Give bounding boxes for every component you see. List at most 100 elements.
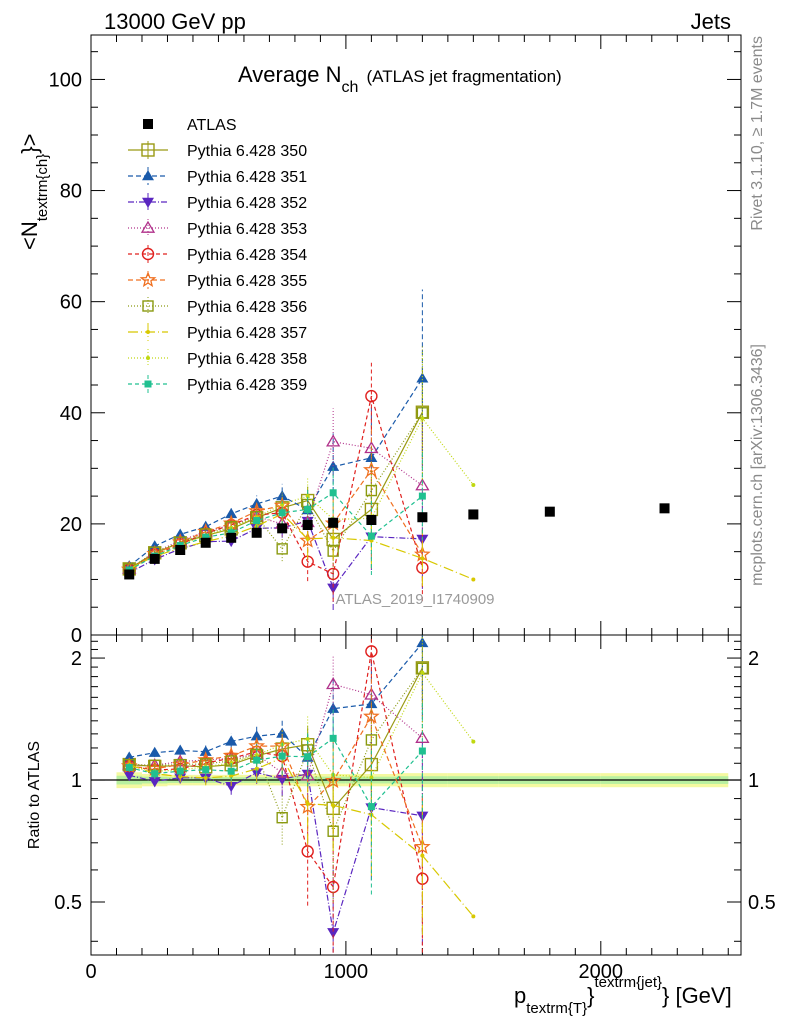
- legend-item: Pythia 6.428 355: [128, 271, 307, 290]
- ratio-tick-label-right: 1: [748, 770, 759, 792]
- ratio-point: [148, 746, 161, 757]
- ratio-point: [174, 744, 187, 755]
- y-tick-label: 20: [60, 514, 82, 536]
- legend-item: Pythia 6.428 357: [128, 323, 307, 342]
- ratio-point: [254, 753, 259, 758]
- data-point: [149, 553, 160, 564]
- ratio-point: [299, 798, 316, 814]
- ratio-point: [202, 766, 210, 774]
- ratio-point: [420, 853, 425, 858]
- series-line: [128, 377, 423, 567]
- ratio-point: [229, 760, 234, 765]
- series-line: [128, 520, 423, 590]
- ratio-point: [197, 751, 215, 768]
- y-tick-label: 0: [71, 625, 82, 647]
- legend-marker: [142, 300, 154, 312]
- process-label: Jets: [691, 9, 731, 34]
- y-axis-label-main: <N: [17, 221, 42, 250]
- x-axis-label-unit: } [GeV]: [662, 983, 732, 1008]
- ratio-series-line: [129, 737, 423, 808]
- legend-marker: [144, 380, 152, 388]
- series-point: [329, 489, 337, 497]
- data-point: [366, 515, 377, 525]
- data-point: [277, 523, 288, 534]
- series-point: [420, 556, 425, 561]
- series-point: [305, 536, 310, 541]
- x-axis-label-close: }: [587, 983, 594, 1008]
- ratio-point: [199, 745, 212, 756]
- ratio-point: [305, 736, 310, 741]
- legend-marker: [146, 356, 150, 360]
- ratio-point: [415, 730, 430, 743]
- y-tick-label: 100: [49, 69, 82, 91]
- legend-item: Pythia 6.428 352: [128, 193, 307, 212]
- ratio-point: [413, 838, 431, 854]
- ratio-point: [225, 735, 238, 746]
- data-point: [175, 545, 186, 555]
- ratio-point: [275, 765, 290, 778]
- ratio-series-line: [129, 667, 423, 810]
- ratio-tick-label: 2: [71, 648, 82, 670]
- data-point: [251, 527, 262, 538]
- legend-label: ATLAS: [187, 117, 237, 134]
- ratio-point: [420, 670, 425, 675]
- series-point: [276, 543, 288, 555]
- series-5: [123, 362, 429, 953]
- ratio-series-line: [129, 651, 423, 889]
- series-8: [127, 501, 476, 935]
- series-point: [418, 492, 426, 500]
- legend-label: Pythia 6.428 354: [187, 247, 307, 264]
- legend-item: Pythia 6.428 350: [128, 141, 307, 160]
- legend-marker: [141, 143, 155, 157]
- x-axis-label: ptextrm{T}}textrm{jet}} [GeV]: [514, 974, 732, 1017]
- y-tick-label: 40: [60, 403, 82, 425]
- series-6: [120, 425, 431, 922]
- rivet-label: Rivet 3.1.10, ≥ 1.7M events: [749, 36, 766, 231]
- series-point: [326, 434, 341, 447]
- ratio-point: [276, 727, 289, 738]
- plot-title-main: Average N: [238, 62, 342, 87]
- ratio-series-line: [129, 771, 423, 933]
- ratio-point: [331, 803, 336, 808]
- series-point: [365, 484, 378, 497]
- ratio-point: [305, 801, 310, 806]
- legend: ATLAS Pythia 6.428 350 Pythia 6.428 351 Pyt…: [128, 117, 307, 394]
- ratio-point: [148, 777, 161, 788]
- ratio-point: [222, 746, 240, 763]
- legend-label: Pythia 6.428 352: [187, 195, 307, 212]
- series-point: [365, 389, 378, 403]
- series-point: [367, 532, 375, 540]
- data-point: [124, 569, 135, 580]
- ratio-point: [203, 775, 208, 780]
- series-point: [362, 461, 380, 478]
- plot-title-note: (ATLAS jet fragmentation): [366, 67, 561, 86]
- legend-label: Pythia 6.428 353: [187, 221, 307, 238]
- data-point: [226, 532, 237, 543]
- series-point: [364, 441, 379, 454]
- ratio-point: [304, 753, 312, 761]
- x-axis-label-main: p: [514, 983, 526, 1008]
- series-point: [471, 577, 476, 582]
- ratio-point: [225, 781, 238, 793]
- ratio-point: [250, 730, 263, 741]
- series-line: [128, 395, 423, 575]
- ratio-point: [329, 734, 337, 742]
- x-tick-label: 0: [85, 961, 96, 983]
- ratio-series-line: [129, 671, 474, 779]
- legend-label: Pythia 6.428 359: [187, 377, 307, 394]
- ratio-point: [253, 756, 261, 764]
- legend-marker: [139, 271, 157, 288]
- series-point: [305, 494, 310, 499]
- legend-label: Pythia 6.428 355: [187, 273, 307, 290]
- series-3: [123, 488, 429, 953]
- series-point: [202, 533, 210, 541]
- series-point: [253, 517, 261, 525]
- ratio-tick-label: 0.5: [54, 892, 82, 914]
- ratio-point: [327, 928, 340, 939]
- ratio-point: [362, 707, 380, 724]
- legend-item: Pythia 6.428 359: [128, 375, 307, 394]
- series-10: [125, 451, 426, 895]
- legend-label: Pythia 6.428 357: [187, 325, 307, 342]
- data-point: [659, 503, 670, 514]
